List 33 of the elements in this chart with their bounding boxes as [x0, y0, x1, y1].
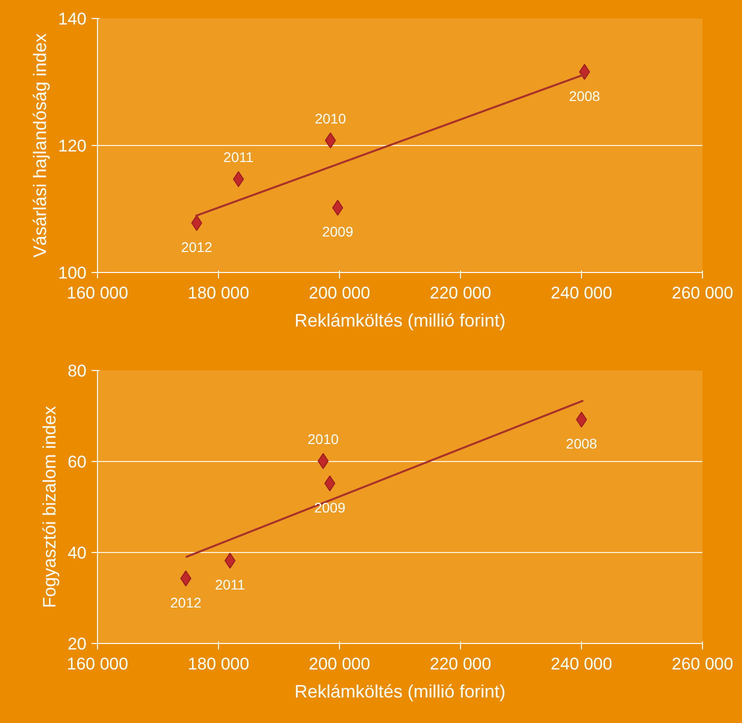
y-tick-label: 20 [68, 634, 87, 654]
annotation: 2010 [308, 431, 339, 448]
x-tick-label: 180 000 [188, 654, 250, 674]
annotation: 2011 [223, 149, 254, 166]
annotation: 2012 [170, 594, 202, 610]
annotation: 2009 [314, 499, 346, 516]
annotation: 2012 [181, 238, 213, 255]
y-tick-label: 40 [68, 544, 87, 562]
annotation: 2009 [322, 224, 354, 240]
annotation: 2011 [214, 576, 246, 593]
x-tick-label: 160 000 [66, 654, 128, 674]
y-tick-label: 60 [68, 452, 87, 472]
annotation: 2010 [314, 110, 346, 126]
annotation: 2008 [566, 436, 598, 452]
x-tick-label: 260 000 [672, 654, 734, 674]
y-tick-label: 80 [68, 362, 87, 380]
x-tick-label: 200 000 [308, 654, 370, 674]
y-tick-label: 120 [58, 136, 87, 156]
x-tick-label: 240 000 [550, 284, 612, 302]
x-axis-title: Reklámköltés (millió forint) [294, 682, 506, 702]
x-tick-label: 260 000 [672, 284, 734, 302]
x-axis-title: Reklámköltés (millió forint) [294, 310, 506, 330]
y-tick-label: 100 [58, 264, 87, 282]
x-tick-label: 220 000 [430, 654, 492, 674]
y-tick-label: 140 [58, 10, 87, 28]
x-tick-label: 160 000 [66, 284, 128, 302]
y-axis-title: Vásárlási hajlandóság index [30, 33, 50, 258]
x-tick-label: 220 000 [430, 284, 492, 302]
x-tick-label: 200 000 [308, 284, 370, 302]
x-tick-label: 180 000 [188, 284, 250, 302]
x-tick-label: 240 000 [550, 654, 612, 674]
y-axis-title: Fogyasztói bizalom index [40, 406, 60, 608]
annotation: 2008 [568, 88, 600, 104]
